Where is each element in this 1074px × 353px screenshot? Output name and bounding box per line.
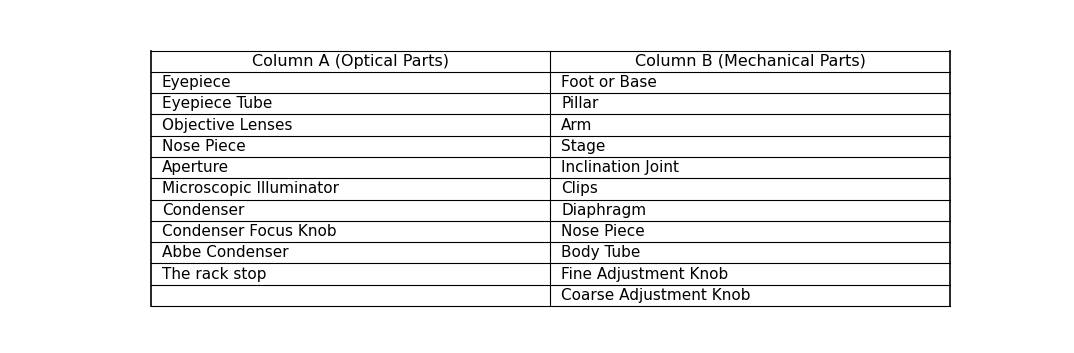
Text: Foot or Base: Foot or Base: [562, 75, 657, 90]
Text: Abbe Condenser: Abbe Condenser: [162, 245, 288, 260]
Text: Aperture: Aperture: [162, 160, 229, 175]
Text: Body Tube: Body Tube: [562, 245, 640, 260]
Text: Eyepiece Tube: Eyepiece Tube: [162, 96, 272, 111]
Text: Objective Lenses: Objective Lenses: [162, 118, 292, 132]
Text: Condenser: Condenser: [162, 203, 244, 218]
Text: Clips: Clips: [562, 181, 598, 196]
Text: Stage: Stage: [562, 139, 606, 154]
Text: Nose Piece: Nose Piece: [162, 139, 246, 154]
Text: Nose Piece: Nose Piece: [562, 224, 645, 239]
Text: Condenser Focus Knob: Condenser Focus Knob: [162, 224, 336, 239]
Text: Column B (Mechanical Parts): Column B (Mechanical Parts): [635, 54, 866, 69]
Text: Pillar: Pillar: [562, 96, 598, 111]
Text: Arm: Arm: [562, 118, 593, 132]
Text: Fine Adjustment Knob: Fine Adjustment Knob: [562, 267, 728, 282]
Text: Microscopic Illuminator: Microscopic Illuminator: [162, 181, 338, 196]
Text: Coarse Adjustment Knob: Coarse Adjustment Knob: [562, 288, 751, 303]
Text: Inclination Joint: Inclination Joint: [562, 160, 679, 175]
Text: Diaphragm: Diaphragm: [562, 203, 647, 218]
Text: Eyepiece: Eyepiece: [162, 75, 231, 90]
Text: Column A (Optical Parts): Column A (Optical Parts): [252, 54, 449, 69]
Text: The rack stop: The rack stop: [162, 267, 266, 282]
